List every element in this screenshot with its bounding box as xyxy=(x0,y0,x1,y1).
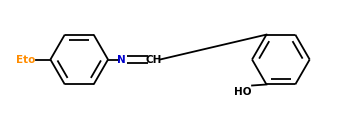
Text: N: N xyxy=(117,55,126,65)
Text: Eto: Eto xyxy=(16,55,35,65)
Text: CH: CH xyxy=(146,55,162,65)
Text: HO: HO xyxy=(233,87,251,97)
